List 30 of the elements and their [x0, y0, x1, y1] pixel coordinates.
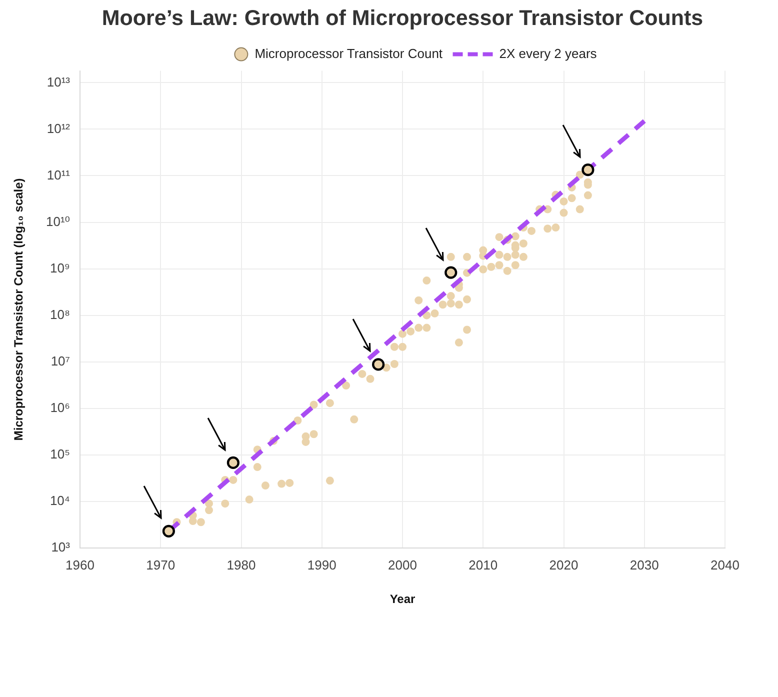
- x-tick-label: 1990: [307, 557, 336, 572]
- x-tick-label: 1960: [66, 557, 94, 572]
- y-tick-label: 10⁸: [50, 306, 70, 322]
- x-tick-label: 2000: [388, 557, 417, 572]
- legend-label: 2X every 2 years: [499, 46, 598, 61]
- x-tick-label: 1980: [226, 557, 256, 572]
- y-tick-label: 10⁶: [50, 400, 70, 415]
- y-tick-label: 10³: [51, 540, 71, 555]
- legend-label: Microprocessor Transistor Count: [254, 46, 443, 61]
- y-tick-label: 10¹¹: [46, 167, 71, 182]
- point: [372, 358, 385, 371]
- y-tick-label: 10¹⁰: [46, 214, 70, 229]
- x-tick-label: 2030: [630, 557, 659, 572]
- y-tick-label: 10¹³: [46, 74, 71, 90]
- x-tick-label: 2010: [468, 557, 498, 572]
- point: [444, 266, 458, 279]
- x-tick-label: 1970: [146, 557, 176, 572]
- point: [162, 524, 175, 538]
- y-tick-label: 10⁷: [50, 353, 70, 368]
- chart-title: Moore’s Law: Growth of Microprocessor Transistor Counts: [102, 6, 704, 30]
- point: [582, 164, 594, 176]
- x-axis-title: Year: [390, 592, 416, 606]
- y-tick-label: 10¹²: [46, 120, 71, 136]
- x-tick-label: 2020: [549, 557, 578, 572]
- x-tick-label: 2040: [710, 557, 740, 572]
- y-tick-label: 10⁹: [50, 260, 70, 276]
- point: [226, 456, 240, 470]
- y-axis-title: Microprocessor Transistor Count (log₁₀ scale): [12, 178, 26, 441]
- y-tick-label: 10⁴: [50, 493, 70, 508]
- y-tick-label: 10⁵: [50, 446, 70, 462]
